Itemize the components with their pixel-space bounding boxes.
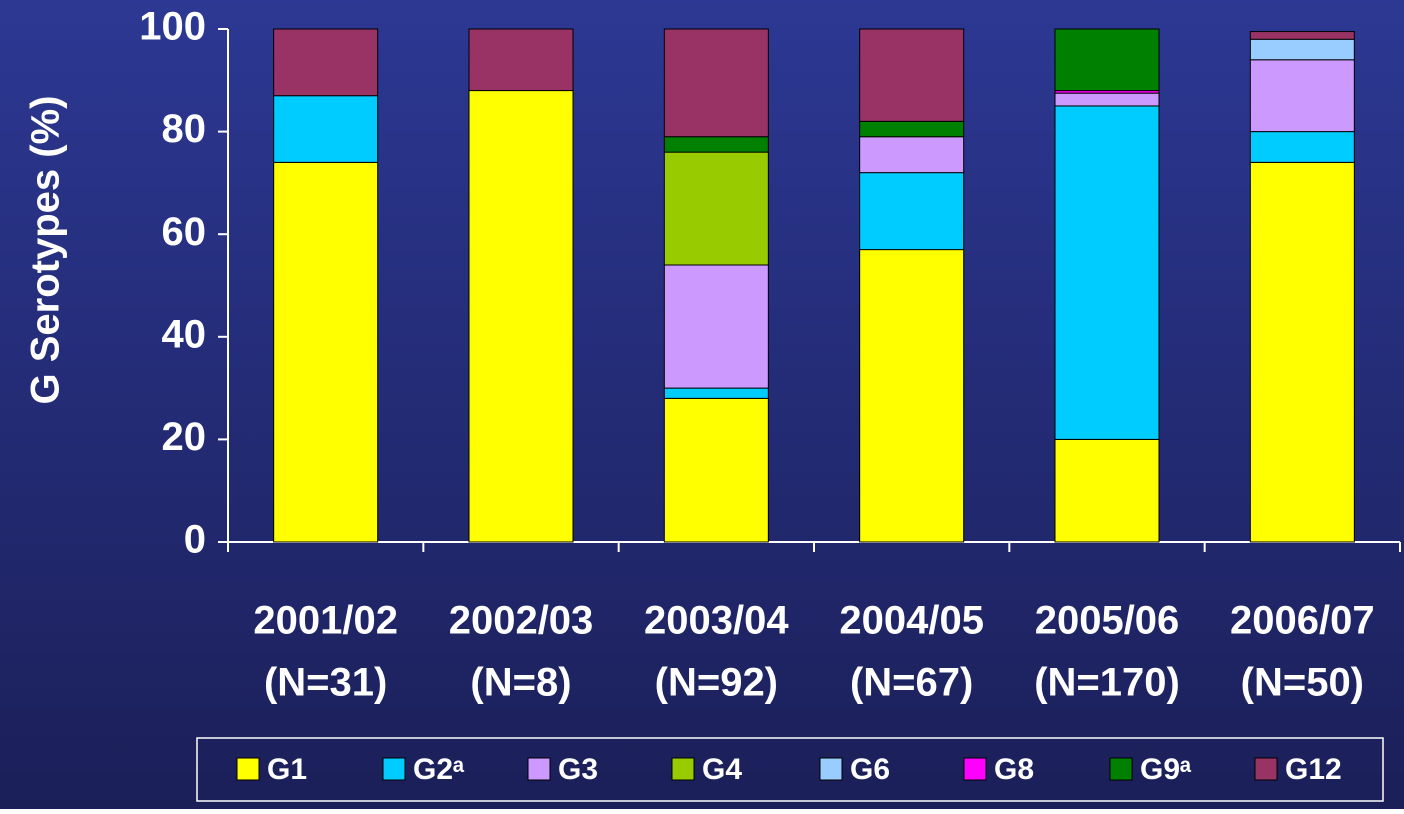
x-tick-label: 2002/03 xyxy=(449,599,594,643)
legend-swatch xyxy=(671,757,695,781)
legend-swatch xyxy=(1109,757,1133,781)
bar-segment xyxy=(663,151,769,266)
x-tick-label: (N=67) xyxy=(850,661,973,705)
legend-swatch xyxy=(382,757,406,781)
legend-label: G8 xyxy=(994,753,1034,786)
bar-segment xyxy=(859,172,965,251)
bar-segment xyxy=(859,136,965,174)
legend-label: G6 xyxy=(850,753,890,786)
x-tick-label: 2005/06 xyxy=(1035,599,1180,643)
legend-label: G3 xyxy=(558,753,598,786)
bar-segment xyxy=(1054,105,1160,440)
bar-segment xyxy=(1054,438,1160,543)
bar-segment xyxy=(1249,38,1355,61)
bar-segment xyxy=(1249,59,1355,133)
x-tick-label: 2003/04 xyxy=(644,599,789,643)
y-tick-label: 80 xyxy=(162,107,207,151)
bar-segment xyxy=(1249,31,1355,40)
y-tick-label: 0 xyxy=(184,518,206,562)
x-tick-label: (N=8) xyxy=(470,661,571,705)
legend-swatch xyxy=(819,757,843,781)
legend-label: G2ᵃ xyxy=(413,753,465,786)
bar-segment xyxy=(1054,92,1160,107)
bar-segment xyxy=(859,120,965,138)
bar-segment xyxy=(663,264,769,389)
x-tick-label: (N=170) xyxy=(1034,661,1180,705)
legend-label: G9ᵃ xyxy=(1140,753,1192,786)
x-tick-label: 2006/07 xyxy=(1230,599,1375,643)
legend-swatch xyxy=(527,757,551,781)
legend-box xyxy=(196,737,1384,802)
bar-segment xyxy=(663,136,769,153)
x-tick-label: 2004/05 xyxy=(839,599,984,643)
legend-swatch xyxy=(963,757,987,781)
bar-segment xyxy=(859,249,965,543)
bar-segment xyxy=(273,95,379,163)
bar-segment xyxy=(663,397,769,543)
bar-segment xyxy=(1249,131,1355,163)
bar-segment xyxy=(663,28,769,138)
x-tick-label: (N=50) xyxy=(1241,661,1364,705)
legend-label: G4 xyxy=(702,753,742,786)
y-tick-label: 20 xyxy=(162,415,207,459)
legend-swatch xyxy=(1254,757,1278,781)
bar-segment xyxy=(273,161,379,543)
bar-segment xyxy=(859,28,965,122)
x-tick-label: (N=31) xyxy=(264,661,387,705)
y-axis-label: G Serotypes (%) xyxy=(24,96,68,405)
legend-swatch xyxy=(236,757,260,781)
bar-segment xyxy=(663,387,769,399)
y-tick-label: 40 xyxy=(162,312,207,356)
bar-segment xyxy=(1054,28,1160,92)
y-tick-label: 60 xyxy=(162,210,207,254)
legend-label: G12 xyxy=(1285,753,1342,786)
legend-label: G1 xyxy=(267,753,307,786)
bar-segment xyxy=(468,90,574,543)
bar-segment xyxy=(1249,161,1355,543)
x-tick-label: (N=92) xyxy=(655,661,778,705)
bar-segment xyxy=(468,28,574,92)
bar-segment xyxy=(273,28,379,97)
x-tick-label: 2001/02 xyxy=(253,599,398,643)
y-tick-label: 100 xyxy=(139,5,206,49)
